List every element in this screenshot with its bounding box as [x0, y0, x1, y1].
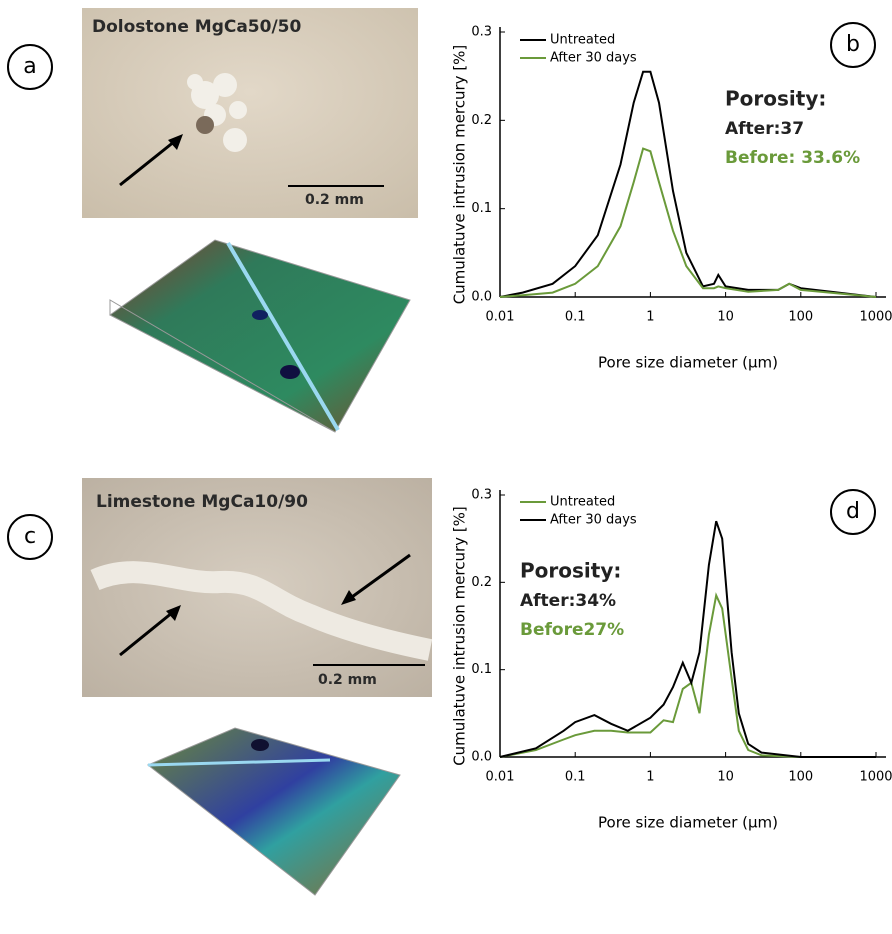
x-axis-label: Pore size diameter (µm): [598, 354, 778, 372]
y-tick-label: 0.1: [471, 662, 492, 677]
y-tick-label: 0.2: [471, 113, 492, 128]
x-tick-label: 1: [646, 310, 654, 325]
photo-caption: Dolostone MgCa50/50: [92, 17, 302, 37]
y-axis-label: Cumulatuve intrusion mercury [%]: [451, 45, 469, 305]
x-tick-label: 10: [717, 770, 734, 785]
panel-circle: [830, 489, 876, 535]
panel-circle: [830, 22, 876, 68]
annotation: After:37: [725, 119, 804, 139]
x-axis-label: Pore size diameter (µm): [598, 814, 778, 832]
annotation: Before: 33.6%: [725, 148, 860, 168]
legend-label: After 30 days: [550, 51, 637, 66]
scale-bar-label: 0.2 mm: [305, 192, 364, 208]
y-tick-label: 0.0: [471, 290, 492, 305]
annotation: Porosity:: [520, 559, 621, 583]
scale-bar-label: 0.2 mm: [318, 672, 377, 688]
photo-c: [82, 478, 433, 697]
annotation: Porosity:: [725, 87, 826, 111]
panel-label: c: [24, 524, 36, 549]
x-tick-label: 100: [788, 770, 813, 785]
legend-label: Untreated: [550, 33, 615, 48]
annotation: Before27%: [520, 620, 624, 640]
y-tick-label: 0.2: [471, 575, 492, 590]
x-tick-label: 1000: [859, 310, 892, 325]
annotation: After:34%: [520, 591, 616, 611]
x-tick-label: 0.01: [486, 770, 515, 785]
x-tick-label: 1: [646, 770, 654, 785]
y-tick-label: 0.3: [471, 488, 492, 503]
y-tick-label: 0.3: [471, 25, 492, 40]
y-tick-label: 0.0: [471, 750, 492, 765]
panel-circle: [7, 514, 53, 560]
series-line: [499, 592, 876, 758]
legend-label: Untreated: [550, 495, 615, 510]
series-line: [499, 520, 876, 758]
photo-a: [82, 8, 418, 218]
surface-plot-a: [109, 239, 411, 433]
surface-plot-c: [147, 727, 401, 896]
panel-label: b: [846, 32, 860, 57]
x-tick-label: 0.01: [486, 310, 515, 325]
x-tick-label: 100: [788, 310, 813, 325]
x-tick-label: 0.1: [565, 310, 586, 325]
photo-caption: Limestone MgCa10/90: [96, 492, 308, 512]
x-tick-label: 1000: [859, 770, 892, 785]
panel-circle: [7, 44, 53, 90]
legend-label: After 30 days: [550, 513, 637, 528]
x-tick-label: 10: [717, 310, 734, 325]
series-line: [499, 147, 877, 298]
panel-label: a: [23, 54, 36, 79]
y-tick-label: 0.1: [471, 201, 492, 216]
y-axis-label: Cumulatuve intrusion mercury [%]: [451, 506, 469, 766]
panel-label: d: [846, 499, 860, 524]
x-tick-label: 0.1: [565, 770, 586, 785]
